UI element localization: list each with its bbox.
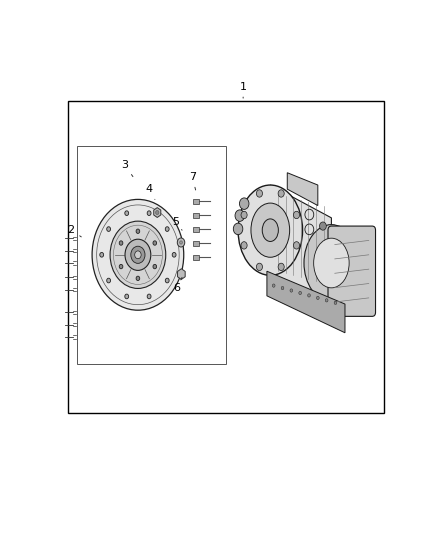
Circle shape [293, 211, 300, 219]
Bar [193, 199, 199, 204]
Circle shape [125, 294, 129, 299]
Text: 7: 7 [189, 172, 196, 190]
Circle shape [125, 239, 151, 270]
Circle shape [299, 292, 301, 295]
Circle shape [100, 253, 104, 257]
Circle shape [107, 227, 110, 231]
Circle shape [153, 264, 157, 269]
Circle shape [317, 296, 319, 300]
Circle shape [165, 227, 169, 231]
Circle shape [153, 241, 157, 245]
Text: 2: 2 [67, 225, 81, 237]
Circle shape [320, 222, 326, 230]
Ellipse shape [304, 224, 359, 301]
Circle shape [256, 263, 262, 271]
Circle shape [107, 278, 110, 283]
Text: 5: 5 [172, 217, 182, 230]
Ellipse shape [251, 203, 290, 257]
Circle shape [147, 211, 151, 215]
Circle shape [131, 246, 145, 263]
Bar [193, 227, 199, 232]
FancyBboxPatch shape [328, 226, 375, 317]
Circle shape [165, 278, 169, 283]
Bar [193, 255, 199, 260]
Circle shape [136, 276, 140, 280]
Circle shape [281, 286, 284, 290]
Circle shape [256, 190, 262, 197]
Circle shape [235, 210, 244, 221]
Bar [68, 101, 384, 413]
Bar [77, 146, 226, 364]
Circle shape [240, 198, 249, 209]
Bar [193, 241, 199, 246]
Circle shape [278, 263, 284, 271]
Circle shape [92, 199, 184, 310]
Text: 4: 4 [145, 184, 155, 199]
Ellipse shape [314, 238, 349, 288]
Ellipse shape [238, 185, 303, 276]
Circle shape [180, 241, 182, 244]
Text: 3: 3 [121, 159, 133, 176]
Circle shape [119, 241, 123, 245]
Circle shape [119, 264, 123, 269]
Circle shape [136, 229, 140, 233]
Circle shape [278, 190, 284, 197]
Circle shape [147, 294, 151, 299]
Circle shape [293, 241, 300, 249]
Text: 1: 1 [240, 82, 247, 98]
Circle shape [172, 253, 176, 257]
Text: 6: 6 [173, 277, 182, 293]
Circle shape [125, 211, 129, 215]
Polygon shape [287, 173, 318, 206]
Circle shape [334, 301, 337, 304]
Circle shape [110, 221, 166, 288]
Circle shape [325, 298, 328, 302]
Polygon shape [270, 185, 332, 308]
Circle shape [307, 294, 311, 297]
Circle shape [155, 211, 159, 215]
Circle shape [233, 223, 243, 235]
Circle shape [135, 251, 141, 259]
Bar [193, 213, 199, 218]
Circle shape [290, 289, 293, 292]
Circle shape [177, 238, 185, 247]
Ellipse shape [262, 219, 279, 241]
Circle shape [241, 241, 247, 249]
Polygon shape [267, 271, 345, 333]
Circle shape [241, 211, 247, 219]
Circle shape [272, 284, 275, 287]
